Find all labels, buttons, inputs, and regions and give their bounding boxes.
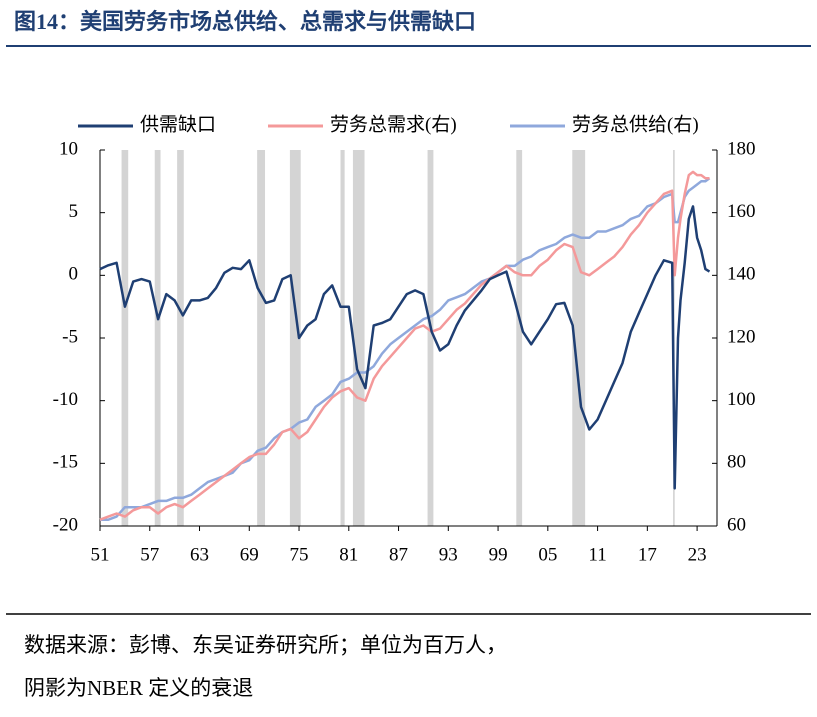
x-tick-label: 05	[538, 544, 557, 565]
series-line	[100, 177, 711, 521]
x-tick-label: 69	[240, 544, 259, 565]
y2-tick-label: 80	[727, 452, 746, 473]
recession-band	[352, 150, 365, 526]
y-tick-label: 10	[59, 138, 78, 159]
x-tick-label: 75	[290, 544, 309, 565]
legend-label: 供需缺口	[140, 113, 216, 135]
y-tick-label: -5	[62, 326, 78, 347]
y2-tick-label: 180	[727, 138, 756, 159]
y2-tick-label: 140	[727, 264, 756, 285]
legend-label: 劳务总供给(右)	[572, 113, 699, 135]
y-tick-label: -20	[53, 514, 78, 535]
x-tick-label: 57	[140, 544, 159, 565]
recession-band	[257, 150, 266, 526]
y-tick-label: -15	[53, 452, 78, 473]
x-tick-label: 81	[339, 544, 358, 565]
x-tick-label: 17	[638, 544, 657, 565]
x-tick-label: 23	[688, 544, 707, 565]
y2-tick-label: 160	[727, 201, 756, 222]
source: 数据来源：彭博、东吴证券研究所；单位为百万人，	[24, 633, 507, 657]
x-tick-label: 87	[389, 544, 408, 565]
chart-title: 图14：美国劳务市场总供给、总需求与供需缺口	[14, 9, 476, 34]
recession-band	[427, 150, 434, 526]
x-tick-label: 51	[91, 544, 110, 565]
y2-tick-label: 60	[727, 514, 746, 535]
recession-band	[516, 150, 523, 526]
y2-tick-label: 120	[727, 326, 756, 347]
recession-band	[572, 150, 586, 526]
series-line	[99, 205, 711, 490]
recession-band	[121, 150, 129, 526]
x-tick-label: 99	[489, 544, 508, 565]
y-tick-label: 0	[69, 264, 79, 285]
recession-band	[177, 150, 184, 526]
series-line	[99, 170, 710, 521]
recession-band	[289, 150, 301, 526]
y-tick-label: -10	[53, 389, 78, 410]
x-tick-label: 63	[190, 544, 209, 565]
recession-band	[154, 150, 161, 526]
y2-tick-label: 100	[727, 389, 756, 410]
recession-band	[340, 150, 345, 526]
x-tick-label: 11	[588, 544, 606, 565]
source-note: 阴影为NBER 定义的衰退	[24, 676, 253, 700]
legend-label: 劳务总需求(右)	[330, 113, 457, 135]
y-tick-label: 5	[69, 201, 79, 222]
x-tick-label: 93	[439, 544, 458, 565]
